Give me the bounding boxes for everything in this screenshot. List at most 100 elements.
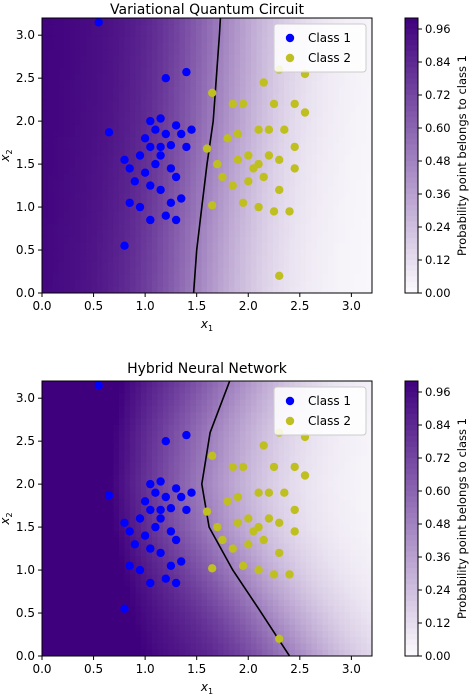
field-cell <box>223 218 230 225</box>
field-cell <box>256 443 263 451</box>
field-cell <box>212 268 219 275</box>
field-cell <box>190 218 197 225</box>
field-cell <box>256 424 263 432</box>
field-cell <box>47 199 54 207</box>
field-cell <box>42 130 49 138</box>
field-cell <box>75 93 82 100</box>
field-cell <box>42 593 49 601</box>
field-cell <box>350 136 357 144</box>
field-cell <box>124 399 131 407</box>
field-cell <box>179 218 186 225</box>
field-cell <box>240 43 247 50</box>
field-cell <box>108 468 115 476</box>
field-cell <box>339 443 346 451</box>
field-cell <box>163 418 170 426</box>
field-cell <box>317 593 324 601</box>
field-cell <box>322 468 329 476</box>
field-cell <box>119 236 126 244</box>
field-cell <box>141 406 148 413</box>
field-cell <box>212 186 219 194</box>
field-cell <box>218 218 225 225</box>
field-cell <box>42 543 49 551</box>
field-cell <box>218 68 225 75</box>
field-cell <box>267 599 274 607</box>
field-cell <box>234 180 241 188</box>
field-cell <box>174 149 181 157</box>
field-cell <box>350 124 357 132</box>
field-cell <box>42 174 49 182</box>
field-cell <box>168 393 175 401</box>
field-cell <box>344 493 351 501</box>
field-cell <box>80 381 87 388</box>
field-cell <box>157 431 164 438</box>
field-cell <box>185 255 192 263</box>
field-cell <box>355 474 362 482</box>
field-cell <box>366 180 372 188</box>
field-cell <box>163 399 170 407</box>
field-cell <box>69 431 76 438</box>
field-cell <box>130 568 137 576</box>
field-cell <box>58 236 65 244</box>
field-cell <box>350 474 357 482</box>
field-cell <box>53 424 60 432</box>
field-cell <box>350 506 357 513</box>
field-cell <box>229 149 236 157</box>
field-cell <box>174 399 181 407</box>
field-cell <box>223 549 230 557</box>
field-cell <box>251 143 258 150</box>
field-cell <box>69 487 76 495</box>
field-cell <box>75 61 82 69</box>
field-cell <box>262 193 269 200</box>
field-cell <box>146 286 153 293</box>
field-cell <box>157 437 164 445</box>
field-cell <box>124 424 131 432</box>
field-cell <box>289 224 296 232</box>
field-cell <box>64 249 71 257</box>
field-cell <box>130 431 137 438</box>
field-cell <box>240 449 247 457</box>
field-cell <box>328 549 335 557</box>
field-cell <box>366 161 372 169</box>
field-cell <box>80 399 87 407</box>
field-cell <box>234 205 241 213</box>
field-cell <box>278 493 285 501</box>
field-cell <box>229 474 236 482</box>
field-cell <box>306 230 313 238</box>
field-cell <box>273 593 280 601</box>
field-cell <box>344 518 351 526</box>
field-cell <box>163 186 170 194</box>
field-cell <box>212 431 219 438</box>
field-cell <box>256 136 263 144</box>
field-cell <box>317 261 324 269</box>
field-cell <box>333 111 340 119</box>
field-cell <box>350 462 357 470</box>
field-cell <box>53 431 60 438</box>
field-cell <box>339 593 346 601</box>
field-cell <box>251 243 258 250</box>
field-cell <box>64 43 71 50</box>
field-cell <box>91 487 98 495</box>
field-cell <box>245 255 252 263</box>
field-cell <box>102 111 109 119</box>
field-cell <box>113 130 120 138</box>
field-cell <box>201 68 208 75</box>
field-cell <box>47 549 54 557</box>
field-cell <box>366 599 372 607</box>
field-cell <box>300 168 307 175</box>
field-cell <box>300 493 307 501</box>
field-cell <box>108 199 115 207</box>
field-cell <box>322 574 329 582</box>
field-cell <box>295 255 302 263</box>
field-cell <box>157 68 164 75</box>
field-cell <box>190 186 197 194</box>
field-cell <box>119 437 126 445</box>
field-cell <box>190 506 197 513</box>
field-cell <box>212 199 219 207</box>
field-cell <box>339 481 346 488</box>
field-cell <box>97 268 104 275</box>
field-cell <box>168 406 175 413</box>
data-point <box>146 215 155 225</box>
field-cell <box>163 537 170 545</box>
field-cell <box>355 105 362 113</box>
field-cell <box>300 543 307 551</box>
